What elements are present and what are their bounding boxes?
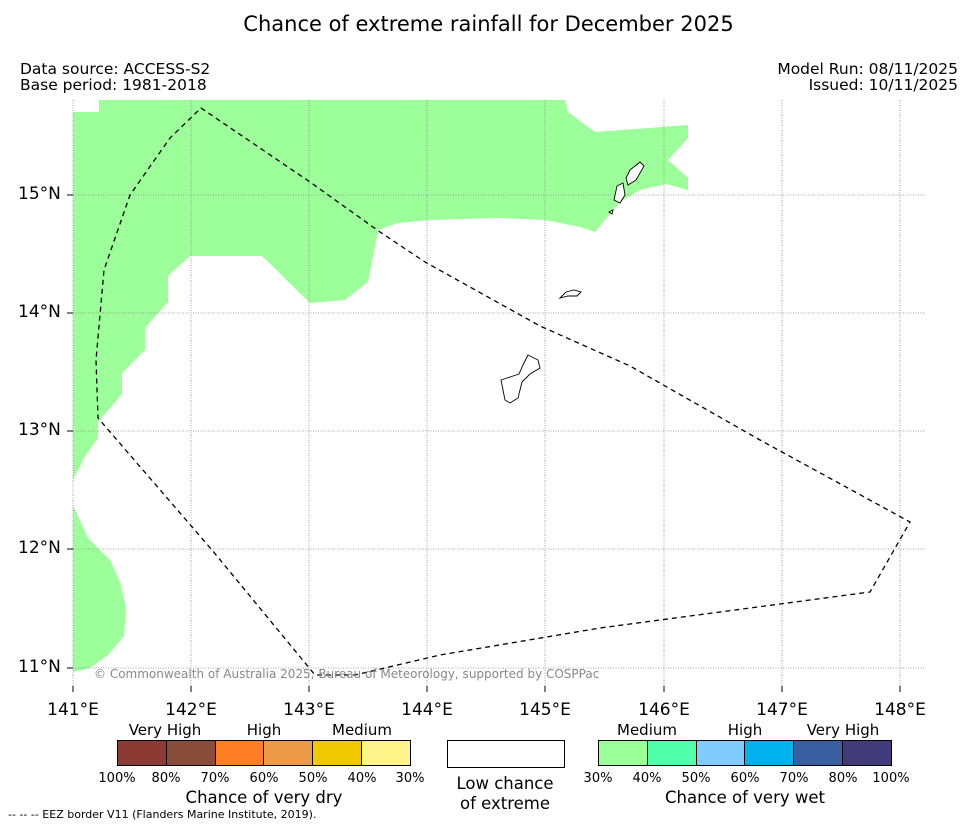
wet-swatch <box>794 741 844 765</box>
wet-tick: 30% <box>583 771 613 786</box>
copyright-note: © Commonwealth of Australia 2025, Bureau… <box>94 667 600 681</box>
eez-border-note: -- -- -- EEZ border V11 (Flanders Marine… <box>8 808 317 821</box>
dry-medium-label: Medium <box>332 721 392 739</box>
dry-tick: 30% <box>395 771 425 786</box>
saipan-island <box>625 161 645 186</box>
wet-tick: 70% <box>779 771 809 786</box>
dry-very-high-label: Very High <box>128 721 202 739</box>
lon-label-144e: 144°E <box>401 700 453 720</box>
dry-high-label: High <box>246 721 282 739</box>
lat-label-11n: 11°N <box>18 657 61 677</box>
axis-ticks <box>67 194 901 692</box>
low-chance-label-line2: of extreme <box>459 794 551 813</box>
wet-very-high-label: Very High <box>806 721 880 739</box>
wet-medium-label: Medium <box>617 721 677 739</box>
dry-colorbar <box>117 740 411 766</box>
lon-gridlines <box>72 100 901 686</box>
tinian-island <box>613 182 626 204</box>
wet-swatch <box>696 741 746 765</box>
dry-swatch <box>362 741 410 765</box>
medium-wet-region-south <box>73 505 126 672</box>
issued-date: Issued: 10/11/2025 <box>808 76 958 94</box>
dry-tick: 60% <box>249 771 279 786</box>
lat-label-12n: 12°N <box>18 538 61 558</box>
base-period: Base period: 1981-2018 <box>20 76 207 94</box>
lon-label-146e: 146°E <box>638 700 690 720</box>
islands <box>500 161 645 404</box>
wet-swatch <box>745 741 795 765</box>
lon-label-147e: 147°E <box>756 700 808 720</box>
dry-tick: 100% <box>98 771 136 786</box>
lon-label-148e: 148°E <box>874 700 926 720</box>
wet-high-label: High <box>727 721 763 739</box>
guam-island <box>500 354 541 404</box>
dry-tick: 80% <box>151 771 181 786</box>
wet-legend-title: Chance of very wet <box>665 788 825 807</box>
dry-swatch <box>264 741 314 765</box>
lon-label-143e: 143°E <box>283 700 335 720</box>
dry-tick: 50% <box>298 771 328 786</box>
lat-gridlines <box>73 194 924 669</box>
model-run: Model Run: 08/11/2025 <box>777 60 958 78</box>
wet-swatch <box>599 741 648 765</box>
dry-swatch <box>215 741 265 765</box>
wet-swatch <box>843 741 891 765</box>
data-source: Data source: ACCESS-S2 <box>20 60 211 78</box>
lon-label-145e: 145°E <box>519 700 571 720</box>
wet-tick: 80% <box>828 771 858 786</box>
wet-tick: 40% <box>632 771 662 786</box>
lat-label-14n: 14°N <box>18 302 61 322</box>
aguijan-island <box>608 209 614 215</box>
map-canvas <box>67 100 924 692</box>
medium-wet-region-north <box>73 100 688 480</box>
wet-tick: 100% <box>872 771 910 786</box>
low-chance-label-line1: Low chance <box>456 774 554 793</box>
wet-tick: 50% <box>681 771 711 786</box>
wet-colorbar <box>598 740 892 766</box>
dry-swatch <box>166 741 216 765</box>
map-title: Chance of extreme rainfall for December … <box>243 12 734 36</box>
dry-swatch <box>313 741 363 765</box>
lat-label-13n: 13°N <box>18 420 61 440</box>
low-chance-swatch <box>447 740 565 768</box>
lat-label-15n: 15°N <box>18 184 61 204</box>
lon-label-142e: 142°E <box>165 700 217 720</box>
wet-tick: 60% <box>730 771 760 786</box>
dry-tick: 40% <box>347 771 377 786</box>
dry-tick: 70% <box>200 771 230 786</box>
rota-island <box>558 289 582 299</box>
dry-swatch <box>118 741 167 765</box>
dry-legend-title: Chance of very dry <box>185 788 343 807</box>
lon-label-141e: 141°E <box>47 700 99 720</box>
wet-swatch <box>647 741 697 765</box>
